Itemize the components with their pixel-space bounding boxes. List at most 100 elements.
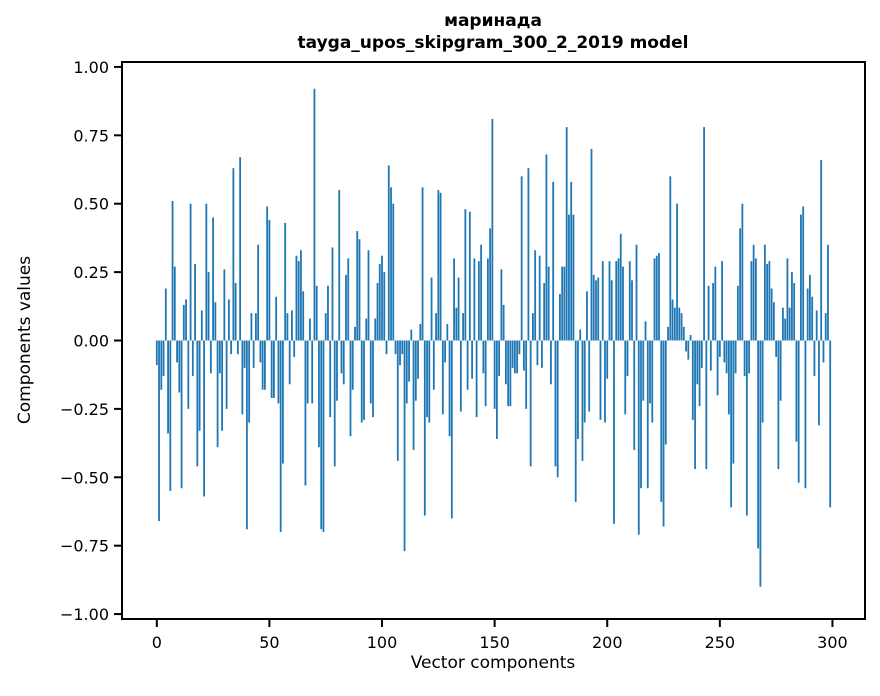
bar <box>167 340 169 434</box>
bar <box>586 291 588 341</box>
bar <box>554 340 557 467</box>
bar <box>205 203 208 341</box>
bar <box>739 228 742 341</box>
bar <box>223 269 226 341</box>
bar <box>225 340 228 409</box>
bar <box>509 340 512 407</box>
bar <box>529 340 532 467</box>
bar <box>595 280 597 341</box>
bar <box>367 250 370 341</box>
bar <box>601 261 604 341</box>
bar <box>718 340 721 357</box>
bar <box>619 233 622 341</box>
bar <box>279 340 282 532</box>
bar <box>777 340 780 470</box>
bar <box>504 340 507 385</box>
bar <box>419 324 422 341</box>
bar <box>545 154 548 341</box>
bar <box>495 340 498 439</box>
bar <box>273 340 275 398</box>
bar <box>811 296 814 341</box>
bar <box>673 307 676 341</box>
bar <box>820 159 823 341</box>
bar <box>248 340 251 423</box>
bar <box>268 220 271 341</box>
bar <box>658 252 660 341</box>
bar <box>581 340 584 461</box>
bar <box>541 340 543 368</box>
bar <box>606 340 609 379</box>
bar <box>637 340 640 535</box>
bar <box>234 283 237 341</box>
y-tick-label: −0.75 <box>60 537 109 556</box>
bar <box>644 321 647 341</box>
bar <box>322 340 325 532</box>
bar <box>482 340 485 374</box>
bar <box>502 304 505 341</box>
bar <box>462 313 464 341</box>
bar <box>745 340 748 516</box>
bar <box>354 326 356 341</box>
bar <box>768 261 771 341</box>
bar <box>536 340 539 366</box>
bar <box>243 340 246 368</box>
bar <box>412 340 415 450</box>
bar <box>286 313 289 341</box>
bar <box>254 313 257 341</box>
x-axis-label: Vector components <box>411 653 576 673</box>
bar <box>432 340 435 390</box>
bar <box>293 340 296 357</box>
bar <box>579 329 582 341</box>
bar <box>802 206 805 341</box>
bar <box>457 277 460 341</box>
bar <box>662 340 665 527</box>
y-tick-label: 0.50 <box>73 195 109 214</box>
bar <box>475 340 478 418</box>
bar <box>730 340 733 508</box>
bar <box>782 307 784 341</box>
bar <box>291 310 293 341</box>
bar <box>365 318 368 341</box>
bar <box>513 340 516 374</box>
bar <box>590 149 593 341</box>
bar <box>705 340 708 470</box>
bar <box>221 340 224 431</box>
x-tick-label: 250 <box>705 633 736 652</box>
x-tick-label: 0 <box>152 633 162 652</box>
bar <box>698 340 701 407</box>
bar <box>340 340 343 374</box>
x-tick-label: 200 <box>592 633 623 652</box>
bar <box>358 239 361 341</box>
bar <box>426 340 428 418</box>
bar <box>369 340 372 404</box>
bar <box>687 340 690 360</box>
bar <box>421 187 424 341</box>
bar <box>471 340 473 379</box>
bar <box>230 340 233 355</box>
bar <box>797 340 800 483</box>
bar <box>804 340 807 489</box>
bar <box>261 340 264 390</box>
bar <box>520 176 523 341</box>
bar <box>732 340 735 464</box>
y-tick-label: 0.75 <box>73 126 109 145</box>
bar <box>568 214 570 341</box>
bar <box>793 283 796 341</box>
bar <box>518 340 521 355</box>
bar <box>633 340 636 450</box>
bar <box>158 340 160 522</box>
bar <box>615 261 618 341</box>
bar <box>775 340 778 357</box>
bar <box>538 255 541 341</box>
bar <box>682 326 685 341</box>
bar <box>631 280 633 341</box>
bar <box>236 340 239 355</box>
bar <box>207 272 210 341</box>
bar <box>464 209 467 341</box>
bar <box>486 258 489 341</box>
bar <box>678 307 681 341</box>
bar <box>333 340 336 467</box>
bar <box>448 340 451 437</box>
bar <box>770 288 773 341</box>
bar <box>723 340 726 363</box>
